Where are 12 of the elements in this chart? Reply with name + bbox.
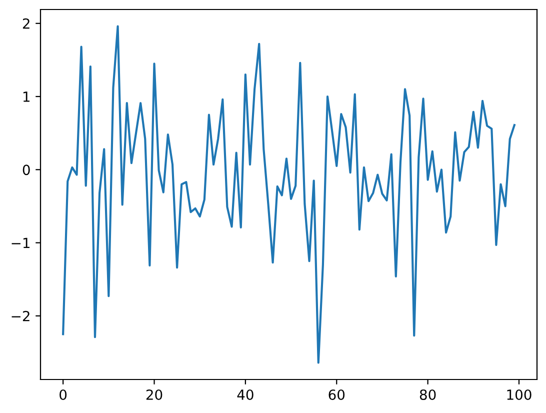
x-tick-label: 20 <box>146 389 162 400</box>
x-tick-label: 0 <box>60 389 67 400</box>
x-tick-label: 40 <box>237 389 254 400</box>
y-tick-label: −2 <box>12 310 30 322</box>
y-tick-label: 2 <box>22 18 30 29</box>
y-tick-label: −1 <box>12 238 30 248</box>
x-tick-label: 60 <box>328 389 345 400</box>
y-tick-label: 0 <box>22 164 30 176</box>
y-tick-label: 1 <box>23 92 30 102</box>
x-tick-label: 100 <box>507 389 532 400</box>
x-tick-label: 80 <box>420 389 436 400</box>
line-series <box>62 25 516 364</box>
